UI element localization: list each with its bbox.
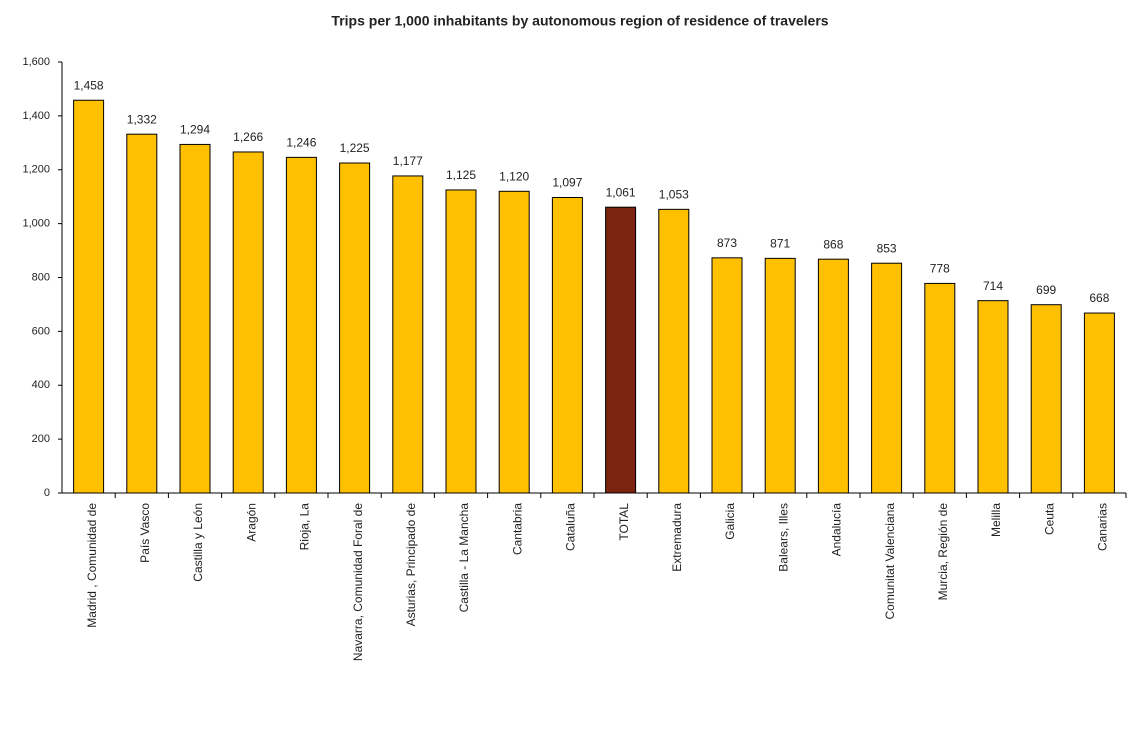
value-label: 714 [983, 279, 1003, 293]
x-tick-label: Comunitat Valenciana [883, 503, 897, 620]
value-label: 778 [930, 262, 950, 276]
x-tick-label: Extremadura [670, 503, 684, 572]
value-label: 1,225 [340, 141, 370, 155]
value-label: 699 [1036, 283, 1056, 297]
x-tick-label: Ceuta [1042, 503, 1056, 535]
bar [871, 262, 903, 494]
bar [977, 300, 1009, 494]
value-label: 1,332 [127, 112, 157, 126]
value-label: 1,266 [233, 130, 263, 144]
value-label: 1,458 [74, 78, 104, 92]
x-tick-label: Canarias [1096, 503, 1110, 551]
x-tick-label: Cataluña [564, 503, 578, 551]
x-tick-label: Cantabria [510, 503, 524, 555]
value-label: 1,061 [606, 185, 636, 199]
x-tick-label: Galicia [723, 503, 737, 540]
value-label: 1,177 [393, 154, 423, 168]
x-tick-label: Melilla [989, 503, 1003, 537]
bar [126, 133, 158, 494]
x-tick-label: País Vasco [138, 503, 152, 563]
bar [179, 143, 211, 494]
bar [817, 258, 849, 494]
x-tick-label: Aragón [244, 503, 258, 542]
bar [605, 206, 637, 494]
bar [285, 156, 317, 494]
x-tick-label: Murcia, Región de [936, 503, 950, 601]
value-label: 1,053 [659, 188, 689, 202]
value-label: 871 [770, 237, 790, 251]
bar [445, 189, 477, 494]
bar [339, 162, 371, 494]
bar [498, 190, 530, 494]
y-tick-label: 800 [32, 271, 50, 283]
x-tick-label: Madrid , Comunidad de [85, 503, 99, 628]
x-tick-label: Castilla y León [191, 503, 205, 582]
x-tick-label: Rioja, La [298, 503, 312, 551]
y-tick-label: 1,600 [22, 56, 50, 68]
y-tick-label: 1,000 [22, 218, 50, 230]
y-tick-label: 200 [32, 433, 50, 445]
y-tick-label: 0 [44, 487, 50, 499]
value-label: 873 [717, 236, 737, 250]
x-tick-label: Balears, Illes [776, 503, 790, 572]
value-label: 868 [823, 237, 843, 251]
value-label: 1,097 [552, 176, 582, 190]
value-label: 1,120 [499, 169, 529, 183]
y-tick-label: 400 [32, 379, 50, 391]
bar [551, 196, 583, 494]
y-tick-label: 600 [32, 325, 50, 337]
bar [764, 257, 796, 494]
bar [73, 99, 105, 494]
value-label: 1,294 [180, 123, 210, 137]
bar [232, 151, 264, 494]
value-label: 668 [1089, 291, 1109, 305]
y-tick-label: 1,400 [22, 110, 50, 122]
bar [924, 282, 956, 494]
bar [1083, 312, 1115, 494]
x-tick-label: Navarra, Comunidad Foral de [351, 503, 365, 661]
value-label: 853 [877, 241, 897, 255]
x-tick-label: Asturias, Principado de [404, 503, 418, 627]
bar [711, 257, 743, 494]
bar [1030, 304, 1062, 494]
x-tick-label: Andalucía [830, 503, 844, 557]
value-label: 1,246 [286, 136, 316, 150]
value-label: 1,125 [446, 168, 476, 182]
x-tick-label: TOTAL [617, 503, 631, 541]
x-tick-label: Castilla - La Mancha [457, 503, 471, 613]
bar [658, 208, 690, 494]
chart-title: Trips per 1,000 inhabitants by autonomou… [331, 13, 828, 29]
bar [392, 175, 424, 494]
y-tick-label: 1,200 [22, 164, 50, 176]
